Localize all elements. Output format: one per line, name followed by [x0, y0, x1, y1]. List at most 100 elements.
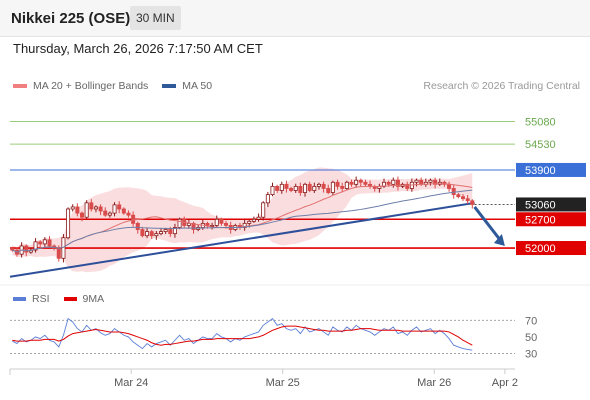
candle — [103, 207, 108, 217]
candle — [312, 182, 317, 193]
candle — [261, 201, 266, 221]
level-label-text: 52000 — [525, 243, 556, 255]
candle — [158, 227, 163, 236]
candle-body — [149, 231, 154, 237]
candle — [340, 182, 345, 193]
timestamp: Thursday, March 26, 2026 7:17:50 AM CET — [13, 41, 263, 56]
candle-body — [117, 204, 122, 210]
candle-body — [451, 188, 456, 196]
legend-label-ma50: MA 50 — [182, 80, 213, 92]
legend-swatch-9ma — [63, 297, 77, 301]
level-label-text: 55080 — [525, 116, 556, 128]
candle — [98, 204, 103, 216]
candle-body — [47, 239, 52, 247]
candle-body — [140, 229, 145, 237]
candle — [149, 229, 154, 239]
candle-body — [460, 196, 465, 200]
timeframe-button[interactable]: 30 MIN — [130, 6, 181, 30]
candle-body — [414, 179, 419, 183]
candle — [38, 240, 43, 248]
candle-body — [70, 206, 75, 210]
level-labels: 55080 54530 53900 53060 52700 52000 — [516, 116, 586, 256]
candle — [251, 216, 256, 223]
candle — [66, 207, 71, 240]
candle — [470, 199, 475, 209]
candle-body — [395, 179, 400, 187]
candle-body — [38, 241, 43, 245]
legend-item-9ma: 9MA — [63, 293, 104, 305]
candle-body — [326, 188, 331, 193]
candle — [326, 184, 331, 195]
candle-body — [131, 214, 136, 224]
candle-body — [24, 245, 29, 253]
legend-item-ma50: MA 50 — [162, 80, 212, 92]
candle — [275, 184, 280, 193]
candle-body — [363, 181, 368, 185]
level-label-text: 53900 — [525, 165, 556, 177]
candle — [112, 202, 117, 217]
candle — [335, 179, 340, 190]
candle — [42, 237, 47, 249]
candle-body — [84, 202, 89, 218]
candle-body — [251, 218, 256, 222]
candle-body — [391, 179, 396, 185]
candle-body — [247, 220, 252, 224]
candle — [391, 177, 396, 188]
candle-body — [121, 208, 126, 214]
candle — [80, 211, 85, 222]
level-label-box — [516, 162, 586, 177]
rsi-line — [12, 317, 473, 351]
candle — [117, 201, 122, 214]
candle-body — [275, 185, 280, 191]
candle — [433, 177, 438, 189]
candle-body — [279, 183, 284, 191]
candle-body — [168, 229, 173, 235]
candle-body — [219, 218, 224, 224]
candle — [172, 223, 177, 238]
candle — [47, 236, 52, 248]
candle — [284, 180, 289, 193]
candle-body — [303, 183, 308, 193]
candle-body — [386, 181, 391, 185]
candle — [70, 204, 75, 212]
candle-body — [103, 210, 108, 216]
candle-body — [80, 212, 85, 218]
candle-body — [42, 239, 47, 245]
x-tick-label: Mar 24 — [114, 377, 148, 389]
candle — [75, 203, 80, 217]
candle — [177, 217, 182, 230]
candle — [121, 207, 126, 215]
level-label-box — [516, 241, 586, 256]
candle-body — [93, 206, 98, 210]
forecast-arrow — [473, 206, 503, 242]
candle-body — [340, 185, 345, 189]
candle-body — [224, 222, 229, 226]
candle — [456, 192, 461, 199]
candle-body — [447, 183, 452, 189]
candle — [349, 179, 354, 187]
candle — [163, 227, 168, 235]
price-legend: MA 20 + Bollinger Bands MA 50 — [13, 80, 226, 92]
rsi-tick-label: 30 — [525, 349, 537, 361]
candle — [256, 213, 261, 222]
candle-body — [66, 208, 71, 239]
candle-body — [177, 218, 182, 228]
candle-body — [145, 231, 150, 237]
forecast-arrow-group — [473, 206, 505, 246]
candle — [344, 180, 349, 191]
legend-swatch-rsi — [13, 297, 26, 301]
candle — [405, 181, 410, 191]
candle — [154, 230, 159, 240]
candle — [61, 234, 66, 263]
candle-body — [298, 185, 303, 193]
candle-body — [112, 204, 117, 214]
candle-body — [163, 229, 168, 232]
candle — [270, 182, 275, 197]
candle — [89, 199, 94, 212]
candle-body — [126, 212, 131, 216]
candle — [460, 193, 465, 202]
x-tick-label: Apr 2 — [492, 377, 518, 389]
rsi-9ma-line — [12, 325, 473, 346]
legend-swatch-ma50 — [162, 84, 177, 88]
